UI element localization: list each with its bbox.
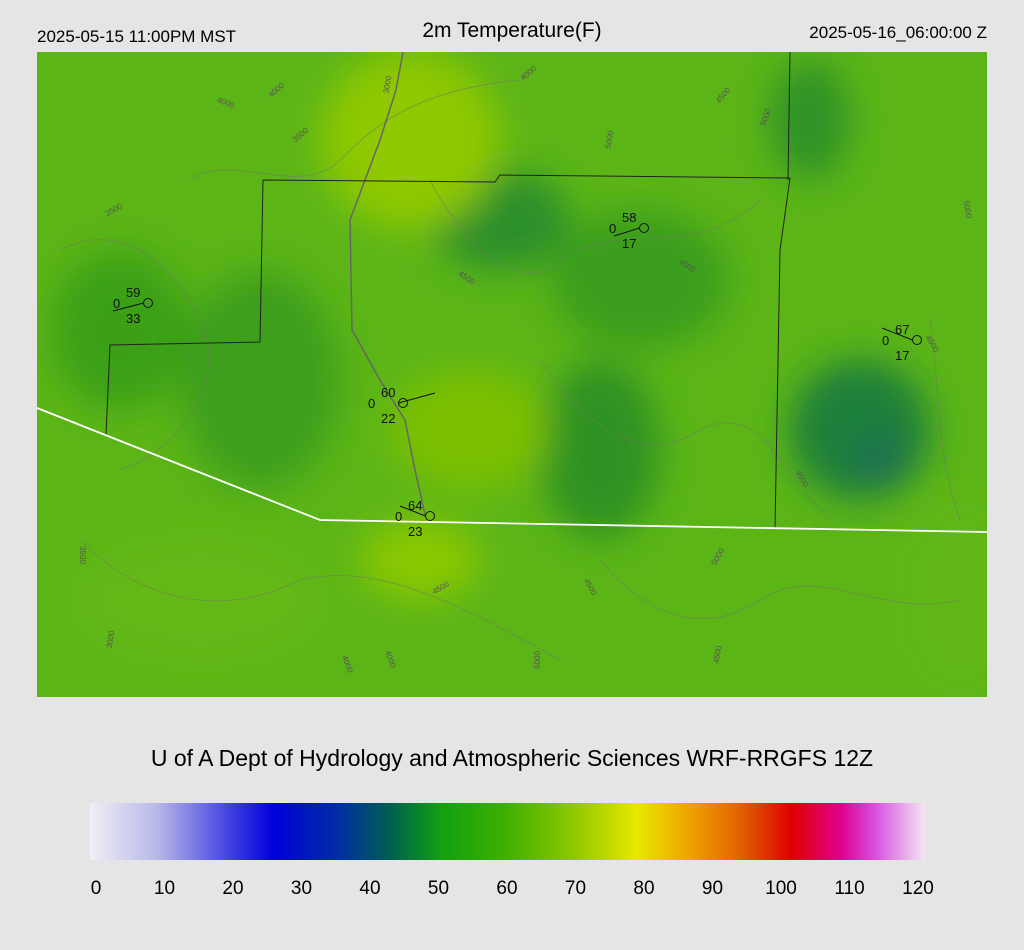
station-code: 0 bbox=[113, 296, 120, 311]
contour-label: 5000 bbox=[961, 200, 973, 220]
wind-barb bbox=[613, 227, 640, 237]
contour-label: 4500 bbox=[712, 644, 724, 664]
colorbar bbox=[90, 803, 925, 860]
station-temperature: 64 bbox=[408, 498, 422, 513]
colorbar-tick-label: 110 bbox=[834, 878, 864, 899]
wind-barb bbox=[399, 505, 426, 517]
colorbar-tick-label: 60 bbox=[496, 878, 517, 899]
colorbar-tick-label: 40 bbox=[359, 878, 380, 899]
contour-label: 3500 bbox=[78, 546, 87, 564]
colorbar-tick-label: 10 bbox=[154, 878, 175, 899]
valid-time: 2025-05-16_06:00:00 Z bbox=[809, 23, 987, 42]
credit: U of A Dept of Hydrology and Atmospheric… bbox=[151, 745, 873, 771]
station-temperature: 59 bbox=[126, 285, 140, 300]
station-temperature: 67 bbox=[895, 322, 909, 337]
station-code: 0 bbox=[882, 333, 889, 348]
station-dewpoint: 17 bbox=[622, 236, 636, 251]
colorbar-tick-label: 30 bbox=[291, 878, 312, 899]
colorbar-tick-label: 100 bbox=[765, 878, 797, 899]
colorbar-tick-label: 90 bbox=[702, 878, 723, 899]
station-code: 0 bbox=[609, 221, 616, 236]
wind-barb bbox=[398, 392, 436, 404]
station-dewpoint: 22 bbox=[381, 411, 395, 426]
contour-label: 3000 bbox=[105, 629, 117, 649]
station-code: 0 bbox=[395, 509, 402, 524]
wind-barb bbox=[112, 302, 144, 312]
contour-label: 5000 bbox=[604, 129, 616, 149]
local-time: 2025-05-15 11:00PM MST bbox=[37, 27, 236, 46]
contour-label: 3000 bbox=[382, 74, 394, 94]
colorbar-tick-label: 20 bbox=[222, 878, 243, 899]
colorbar-tick-label: 120 bbox=[902, 878, 934, 899]
map-title: 2m Temperature(F) bbox=[422, 19, 601, 42]
wind-barb bbox=[881, 327, 913, 341]
station-temperature: 60 bbox=[381, 385, 395, 400]
contour-label: 5000 bbox=[533, 651, 542, 669]
station-dewpoint: 33 bbox=[126, 311, 140, 326]
station-dewpoint: 23 bbox=[408, 524, 422, 539]
colorbar-tick-label: 0 bbox=[91, 878, 102, 899]
station-code: 0 bbox=[368, 396, 375, 411]
station-dewpoint: 17 bbox=[895, 348, 909, 363]
colorbar-tick-label: 50 bbox=[428, 878, 449, 899]
colorbar-tick-label: 80 bbox=[633, 878, 654, 899]
station-temperature: 58 bbox=[622, 210, 636, 225]
colorbar-tick-label: 70 bbox=[565, 878, 586, 899]
